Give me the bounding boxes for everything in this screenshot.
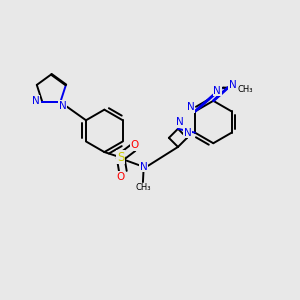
Text: N: N	[229, 80, 236, 90]
Text: O: O	[116, 172, 125, 182]
Text: N: N	[59, 100, 67, 111]
Text: N: N	[176, 117, 184, 127]
Text: N: N	[140, 162, 147, 172]
Text: O: O	[130, 140, 139, 150]
Text: N: N	[32, 96, 40, 106]
Text: N: N	[184, 128, 191, 138]
Text: N: N	[213, 86, 221, 96]
Text: S: S	[117, 151, 124, 164]
Text: N: N	[187, 102, 194, 112]
Text: CH₃: CH₃	[237, 85, 253, 94]
Text: CH₃: CH₃	[135, 184, 151, 193]
